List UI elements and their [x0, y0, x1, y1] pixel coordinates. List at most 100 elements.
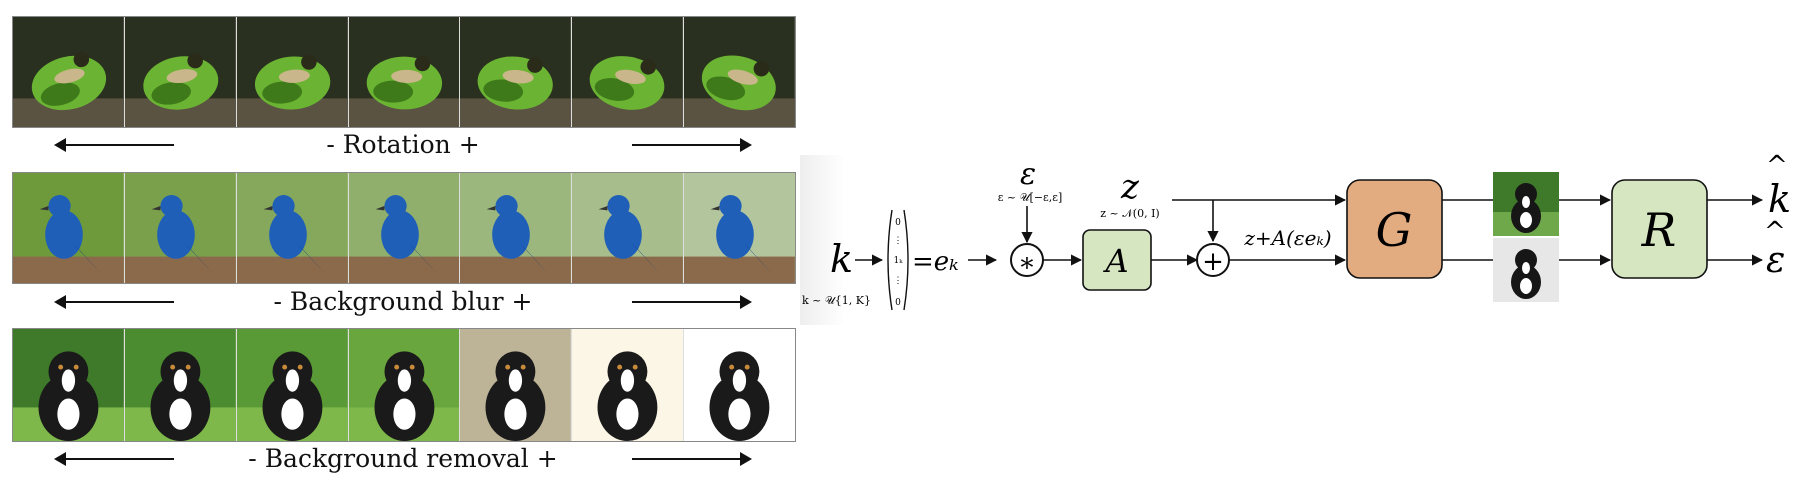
frog-image [236, 17, 348, 127]
onehot-bot: 0 [895, 298, 901, 308]
frog-leg [706, 76, 746, 101]
puppy-eye-spot [281, 364, 287, 370]
bird-image [572, 173, 684, 283]
bird-head [384, 195, 407, 217]
bird-head [607, 195, 630, 217]
bird-head [272, 195, 295, 217]
plus-sign: + [536, 444, 558, 473]
frog-figure [143, 52, 219, 110]
frame-perch [13, 256, 124, 283]
puppy-chest [728, 398, 751, 430]
rotation-frame [684, 17, 796, 127]
plus-sign: + [511, 287, 533, 316]
frog-image [684, 17, 796, 127]
puppy-blaze [397, 369, 411, 392]
background-blur-caption: - Background blur + [12, 287, 794, 323]
k-variable: k [830, 237, 853, 281]
background-removal-frame [348, 329, 461, 441]
puppy-chest [1520, 278, 1532, 294]
z-distribution: z ~ 𝒩(0, I) [1100, 207, 1159, 220]
puppy-eye-spot [409, 364, 415, 370]
frog-stripe [278, 69, 310, 83]
bird-image [460, 173, 572, 283]
puppy-image [572, 329, 684, 441]
puppy-image [348, 329, 460, 441]
arrow-right-icon [632, 138, 752, 152]
frog-eye [300, 54, 317, 70]
puppy-blaze [1522, 196, 1530, 208]
frame-perch [348, 256, 460, 283]
background-blur-frame [13, 173, 125, 283]
eps-hat-output: ε [1766, 240, 1785, 281]
bird-body [45, 210, 83, 259]
puppy-blaze [621, 369, 635, 392]
frog-image [124, 17, 236, 127]
frog-leg [151, 82, 191, 105]
background-blur-frame [460, 173, 573, 283]
generated-image-shifted [1493, 238, 1559, 302]
puppy-chest [169, 398, 192, 430]
multiply-symbol: ∗ [1018, 248, 1036, 278]
frog-stripe [166, 69, 198, 84]
background-blur-label: - Background blur + [12, 287, 794, 316]
bird-beak [375, 206, 385, 211]
arrow-left-icon [54, 452, 174, 466]
frame-perch [124, 256, 236, 283]
bird-body [157, 210, 195, 259]
row-title: Rotation [342, 130, 451, 159]
k-hat-hat: ^ [1766, 151, 1788, 181]
frog-figure [589, 56, 665, 110]
puppy-image [124, 329, 236, 441]
puppy-chest [1520, 212, 1532, 228]
rotation-frame [13, 17, 125, 127]
background-removal-label: - Background removal + [12, 444, 794, 473]
bird-tail [184, 243, 214, 275]
onehot-dots-2: ⋮ [894, 276, 903, 286]
bird-image [684, 173, 796, 283]
z-variable: z [1120, 167, 1140, 207]
bird-image [13, 173, 124, 283]
puppy-blaze [173, 369, 187, 392]
bird-beak [487, 206, 496, 211]
background-removal-frame [124, 329, 237, 441]
puppy-blaze [61, 369, 76, 392]
frog-eye [527, 57, 544, 73]
bird-image [348, 173, 460, 283]
bird-image [124, 173, 236, 283]
frog-figure [366, 55, 442, 110]
frog-figure [478, 56, 554, 110]
background-removal-frame [236, 329, 349, 441]
frog-image [460, 17, 572, 127]
background-removal-frame [460, 329, 573, 441]
frog-stripe [503, 69, 534, 84]
bird-head [495, 195, 519, 217]
puppy-blaze [285, 369, 299, 392]
frame-perch [572, 256, 684, 283]
onehot-mid: 1ₖ [893, 256, 903, 266]
minus-sign: - [326, 130, 335, 159]
background-removal-frame [13, 329, 125, 441]
bird-beak [39, 206, 49, 211]
ek-equation: =eₖ [912, 247, 959, 277]
generated-image-original [1493, 172, 1559, 236]
puppy-chest [616, 398, 639, 430]
frog-stripe [390, 69, 422, 84]
rotation-frame [460, 17, 573, 127]
frog-eye [640, 59, 657, 75]
rotation-frame [124, 17, 237, 127]
background-removal-frame [572, 329, 685, 441]
frame-perch [684, 256, 796, 283]
puppy-eye-spot [73, 364, 79, 370]
bird-body [268, 210, 307, 259]
frog-eye [73, 51, 90, 68]
bird-head [160, 195, 183, 217]
puppy-head [1515, 249, 1537, 271]
rotation-frame [236, 17, 349, 127]
R-label: R [1641, 203, 1677, 257]
puppy-chest [392, 398, 416, 430]
puppy-chest [504, 398, 527, 430]
frog-image [572, 17, 684, 127]
onehot-dots-1: ⋮ [894, 236, 903, 246]
arrow-right-icon [632, 295, 752, 309]
pipeline-svg: k k ~ 𝒰{1, K} 0 ⋮ 1ₖ ⋮ 0 =eₖ ε ε ~ 𝒰[−ε,… [800, 151, 1791, 325]
